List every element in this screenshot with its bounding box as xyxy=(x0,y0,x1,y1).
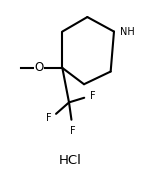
Text: F: F xyxy=(70,126,75,136)
Text: F: F xyxy=(90,91,95,101)
Text: HCl: HCl xyxy=(59,154,82,167)
Text: O: O xyxy=(34,61,44,74)
Text: NH: NH xyxy=(120,27,135,37)
Text: F: F xyxy=(46,113,52,123)
